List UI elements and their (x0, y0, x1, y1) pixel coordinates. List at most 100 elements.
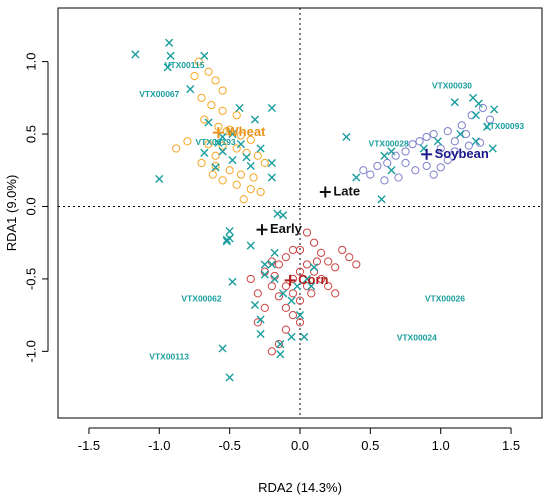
snp-point (222, 237, 231, 246)
corn-point (281, 253, 291, 262)
x-axis: -1.5 -1.0 -0.5 0.0 0.5 1.0 1.5 (78, 427, 520, 453)
corn-point (288, 245, 298, 255)
snp-point-stroke (214, 138, 223, 147)
snp-point (387, 166, 396, 175)
snp-point (267, 260, 276, 269)
snp-point (235, 103, 244, 113)
snp-point-stroke (471, 137, 480, 146)
snp-point (267, 158, 276, 168)
snp-point-stroke (186, 85, 195, 94)
corn-point (338, 245, 347, 255)
snp-point (309, 263, 319, 272)
wheat-point (218, 141, 227, 150)
wheat-point (236, 170, 246, 179)
corn-point (288, 311, 298, 320)
snp-point-stroke (163, 63, 172, 72)
snp-point (256, 315, 265, 324)
snp-point (214, 138, 223, 147)
snp-point (471, 111, 480, 120)
snp-point-stroke (293, 282, 302, 291)
snp-point-stroke (250, 115, 260, 124)
snp-point (186, 85, 195, 94)
snp-point (483, 122, 492, 131)
snp-point-stroke (490, 105, 499, 114)
snp-point (267, 103, 276, 113)
snp-point (155, 174, 164, 184)
snp-point (352, 173, 361, 182)
x-tick-label: -1.0 (148, 438, 170, 453)
wheat-point (197, 93, 206, 102)
snp-point-stroke (307, 282, 316, 291)
snp-point (387, 147, 396, 156)
snp-point-stroke (488, 144, 497, 153)
snp-point (218, 147, 227, 156)
snp-point-stroke (377, 195, 386, 204)
snp-point-stroke (250, 300, 260, 310)
y-axis-title: RDA1 (9.0%) (4, 175, 19, 252)
corn-point (331, 289, 340, 298)
soybean-point (464, 141, 473, 150)
corn-point (253, 289, 262, 298)
snp-point-stroke (468, 93, 478, 102)
snp-point (250, 115, 260, 124)
snp-point (433, 137, 442, 146)
wheat-point (260, 158, 269, 168)
snp-point (270, 274, 279, 284)
snp-point (200, 51, 209, 60)
snp-point (166, 51, 175, 60)
wheat-point (211, 151, 220, 160)
snp-point-stroke (155, 174, 164, 184)
soybean-point (411, 166, 420, 175)
soybean-point (380, 176, 389, 185)
centroid-early: Early (256, 221, 303, 236)
snp-point (279, 289, 288, 298)
snp-point-stroke (300, 332, 309, 341)
soybean-point (443, 156, 452, 165)
snp-point-stroke (225, 373, 234, 382)
soybean-point (366, 170, 375, 179)
centroid-label: Corn (298, 272, 328, 287)
snp-point-stroke (309, 263, 319, 272)
x-tick-label: 0.0 (291, 438, 309, 453)
snp-point (211, 163, 220, 172)
snp-point-stroke (287, 332, 296, 341)
corn-point (288, 289, 298, 298)
corn-point (274, 260, 283, 269)
soybean-point (383, 158, 392, 168)
snp-point-stroke (433, 137, 442, 146)
soybean-point (391, 151, 400, 160)
wheat-point (239, 195, 248, 204)
snp-point-stroke (380, 151, 389, 160)
y-axis: -1.0 -0.5 0.0 0.5 1.0 (23, 53, 49, 363)
snp-point-stroke (387, 147, 396, 156)
soybean-point (461, 129, 471, 139)
snp-label: VTX00030 (432, 80, 472, 90)
snp-point (163, 63, 172, 72)
snp-point-stroke (302, 274, 312, 284)
data-points (131, 38, 499, 382)
centroid-label: Soybean (435, 146, 489, 161)
soybean-point (401, 147, 410, 156)
wheat-point (246, 184, 255, 194)
snp-point-stroke (211, 163, 220, 172)
snp-labels: VTX00115 VTX00067 VTX00193 VTX00030 VTX00093… (139, 60, 524, 361)
corn-point (317, 248, 326, 257)
snp-point-stroke (483, 122, 492, 131)
snp-point (246, 161, 255, 171)
snp-point (218, 132, 227, 142)
corn-point (317, 274, 326, 284)
snp-point (246, 241, 255, 250)
snp-point-stroke (225, 227, 234, 236)
snp-label: VTX00193 (195, 137, 235, 147)
wheat-point (200, 115, 209, 124)
wheat-point (197, 158, 206, 168)
snp-point (204, 118, 213, 127)
corn-point (307, 289, 316, 298)
centroid-soybean: Soybean (421, 146, 489, 161)
wheat-point (225, 166, 234, 175)
snp-point-stroke (419, 144, 428, 153)
soybean-point (450, 137, 459, 146)
wheat-point (232, 180, 241, 189)
corn-point (324, 282, 333, 291)
snp-point-stroke (256, 329, 265, 339)
